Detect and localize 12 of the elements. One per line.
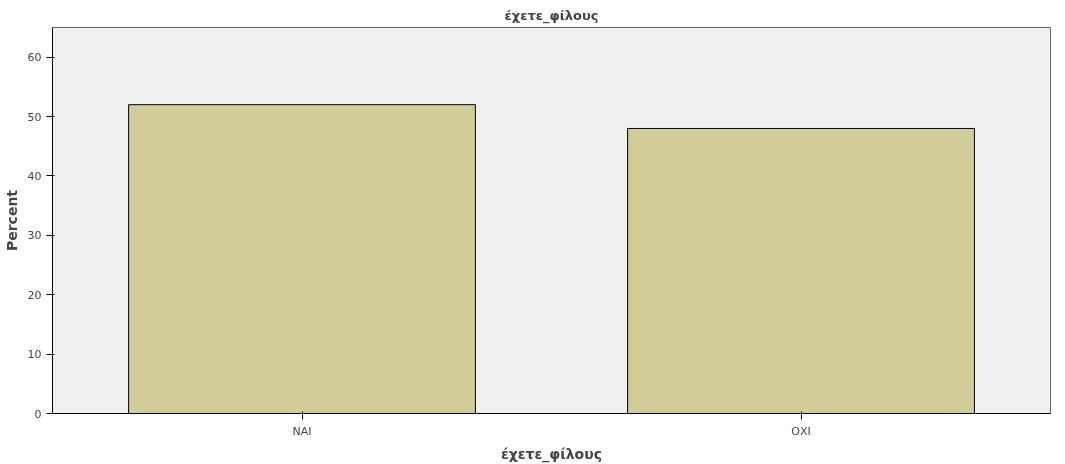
- y-tick-label: 10: [27, 348, 42, 362]
- x-tick-label: ΟΧΙ: [791, 424, 811, 438]
- y-tick-label: 40: [27, 169, 42, 183]
- y-tick-label: 0: [34, 407, 42, 421]
- x-axis-title: έχετε_φίλους: [501, 445, 602, 463]
- y-tick-label: 30: [27, 229, 42, 243]
- y-tick-label: 20: [27, 288, 42, 302]
- x-tick-label: ΝΑΙ: [292, 424, 312, 438]
- y-tick-label: 60: [27, 51, 42, 65]
- y-axis-title: Percent: [3, 189, 20, 252]
- chart-title: έχετε_φίλους: [504, 7, 599, 24]
- y-tick-label: 50: [27, 110, 42, 124]
